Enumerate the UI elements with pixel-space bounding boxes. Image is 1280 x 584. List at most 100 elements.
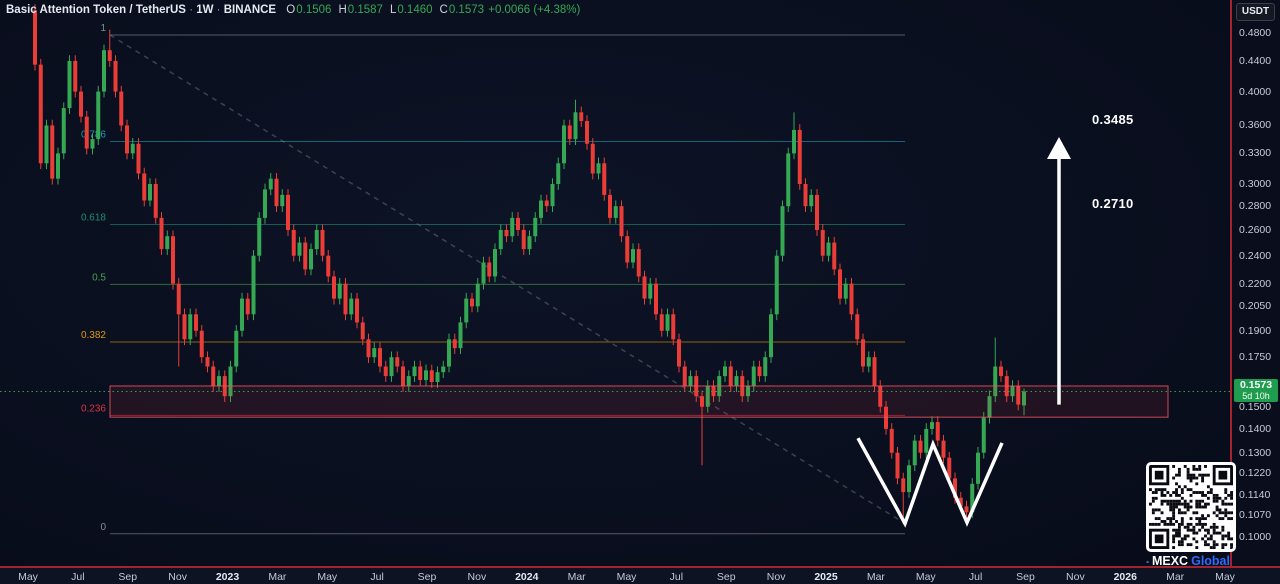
candle (67, 55, 72, 114)
symbol-title[interactable]: Basic Attention Token / TetherUS (6, 4, 186, 16)
time-tick-month: May (317, 571, 338, 583)
candle (274, 172, 279, 213)
candle (861, 333, 865, 373)
dashed-trendline[interactable] (109, 34, 906, 525)
time-tick-month: Nov (766, 571, 786, 583)
ohlc-value: 0.1587 (347, 4, 383, 16)
candle (527, 230, 532, 255)
candle (487, 256, 492, 283)
time-tick-month: May (18, 571, 38, 583)
price-tick: 0.2400 (1239, 249, 1272, 262)
time-tick-month: Nov (467, 571, 487, 583)
ohlc-key: O (286, 4, 296, 16)
candle (533, 212, 538, 243)
time-tick-month: Jul (669, 571, 684, 583)
time-tick-month: May (616, 571, 637, 583)
candle (930, 416, 934, 435)
candle (475, 277, 480, 313)
candle (153, 178, 158, 224)
w-pattern-drawing[interactable] (856, 437, 1004, 528)
time-axis[interactable]: May Jul Sep Nov 2023 Mar May Jul Sep Nov 2024 Mar Ma… (0, 566, 1280, 584)
candle (832, 236, 837, 276)
candle (188, 308, 193, 346)
mexc-watermark: MEXC Global (1146, 462, 1236, 568)
legend-separator2: · (213, 4, 224, 16)
candle (884, 400, 888, 435)
candlestick-chart[interactable]: 1 0.786 0.618 0.5 0.382 0.236 0 (0, 0, 1233, 566)
candle (251, 249, 256, 321)
candle (337, 277, 342, 305)
candle (366, 333, 371, 364)
candle (182, 308, 187, 346)
candle (792, 112, 796, 160)
candle (751, 360, 756, 392)
candle (498, 224, 503, 255)
time-tick-month: Sep (1016, 571, 1035, 583)
candle (544, 194, 549, 213)
candle (613, 200, 618, 224)
time-tick-month: Mar (866, 571, 885, 583)
candle (493, 243, 497, 283)
candle (567, 119, 572, 145)
time-tick-month: Nov (1066, 571, 1085, 583)
candle (38, 58, 43, 170)
exchange-label[interactable]: BINANCE (223, 4, 277, 16)
candle (148, 178, 152, 207)
support-zone-box[interactable] (109, 385, 1169, 418)
fib-label-0.786: 0.786 (81, 129, 106, 140)
candle (625, 230, 630, 269)
candle (642, 270, 647, 305)
candle (510, 212, 515, 243)
candle (102, 44, 106, 98)
candle (79, 85, 83, 123)
candle (257, 212, 262, 262)
candle (441, 360, 446, 379)
candle (918, 434, 923, 459)
candle (809, 189, 814, 213)
price-tick: 0.1070 (1239, 509, 1272, 522)
time-tick-month: Mar (1166, 571, 1185, 583)
interval-label[interactable]: 1W (196, 4, 214, 16)
symbol-legend[interactable]: Basic Attention Token / TetherUS · 1W · … (6, 4, 580, 16)
candle (688, 370, 693, 392)
candle (355, 292, 359, 329)
ohlc-values: O0.1506 H0.1587 L0.1460 C0.1573 (279, 4, 484, 16)
candle (671, 308, 676, 346)
candle (780, 200, 785, 262)
candle (245, 292, 250, 321)
time-tick-month: Nov (168, 571, 187, 583)
ohlc-value: 0.1573 (448, 4, 485, 16)
candle (734, 370, 739, 392)
currency-toggle-button[interactable]: USDT (1236, 3, 1275, 21)
candle (654, 277, 658, 321)
price-tick: 0.4800 (1239, 27, 1272, 39)
candle (723, 360, 727, 382)
candle (912, 434, 917, 472)
candle (665, 308, 670, 337)
time-tick-year: 2023 (215, 571, 240, 583)
candle (590, 138, 595, 180)
candle (458, 316, 463, 354)
candle (383, 360, 388, 382)
candle (240, 292, 244, 337)
price-axis[interactable]: USDT 0.4800 0.4400 0.4000 0.3600 0.3300 0.300… (1230, 0, 1280, 566)
price-tick: 0.2200 (1239, 277, 1272, 290)
candle (631, 243, 635, 269)
candle (343, 277, 348, 321)
fib-label-0.618: 0.618 (81, 212, 106, 223)
candle (44, 119, 49, 170)
fib-label-0.236: 0.236 (81, 403, 106, 414)
candle (648, 277, 653, 305)
price-tick: 0.1400 (1239, 422, 1272, 435)
fib-label-0.382: 0.382 (81, 330, 106, 341)
candle (849, 277, 854, 321)
candle (211, 360, 216, 392)
candle (406, 370, 411, 392)
time-tick-month: Sep (118, 571, 138, 583)
chart-pane[interactable]: 1 0.786 0.618 0.5 0.382 0.236 0 Basic Attentio… (0, 0, 1236, 568)
candle (228, 360, 233, 403)
candle (843, 277, 848, 305)
legend-separator: · (189, 4, 197, 16)
candle (924, 423, 929, 459)
candle (803, 178, 808, 213)
